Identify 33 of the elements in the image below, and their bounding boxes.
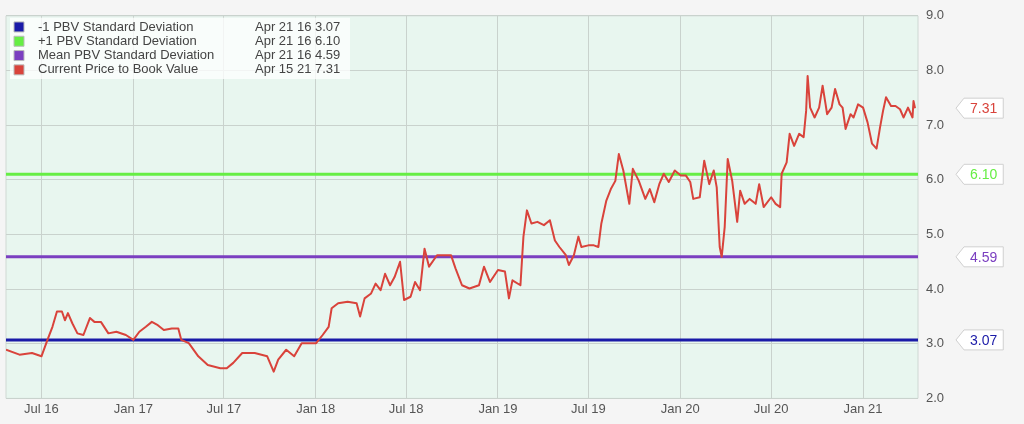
annotation: 3.07 — [315, 18, 341, 34]
x-tick-label: Jan 21 — [843, 400, 883, 416]
x-tick-label: Jul 20 — [753, 400, 789, 416]
x-tick-label: Jan 17 — [113, 400, 153, 416]
x-tick-label: Jul 17 — [206, 400, 242, 416]
y-tick-label: 5.0 — [926, 226, 945, 242]
legend-label: Current Price to Book Value — [38, 61, 199, 77]
legend-label: Mean PBV Standard Deviation — [38, 47, 215, 63]
x-tick-label: Jan 20 — [660, 400, 700, 416]
y-tick-label: 9.0 — [926, 7, 945, 23]
annotation: Apr 21 16 — [255, 18, 312, 34]
y-tick-label: 2.0 — [926, 389, 945, 405]
annotation: 6.10 — [315, 32, 341, 48]
annotation: Apr 15 21 — [255, 61, 312, 77]
text: 6.10 — [970, 166, 998, 183]
x-tick-label: Jul 19 — [571, 400, 606, 416]
legend-label: +1 PBV Standard Deviation — [38, 32, 197, 48]
y-tick-label: 7.0 — [926, 116, 945, 132]
x-tick-label: Jan 19 — [478, 400, 518, 416]
annotation: 7.31 — [315, 61, 341, 77]
text: 3.07 — [970, 331, 998, 348]
annotation: 4.59 — [315, 47, 341, 63]
y-tick-label: 8.0 — [926, 62, 945, 78]
x-tick-label: Jan 18 — [296, 400, 336, 416]
text: 4.59 — [970, 248, 998, 265]
y-tick-label: 4.0 — [926, 280, 945, 296]
annotation: Apr 21 16 — [255, 47, 312, 63]
text: 7.31 — [970, 100, 998, 117]
legend-label: -1 PBV Standard Deviation — [38, 18, 194, 34]
y-tick-label: 6.0 — [926, 171, 945, 187]
x-tick-label: Jul 16 — [24, 400, 59, 416]
y-tick-label: 3.0 — [926, 335, 945, 351]
x-tick-label: Jul 18 — [388, 400, 424, 416]
